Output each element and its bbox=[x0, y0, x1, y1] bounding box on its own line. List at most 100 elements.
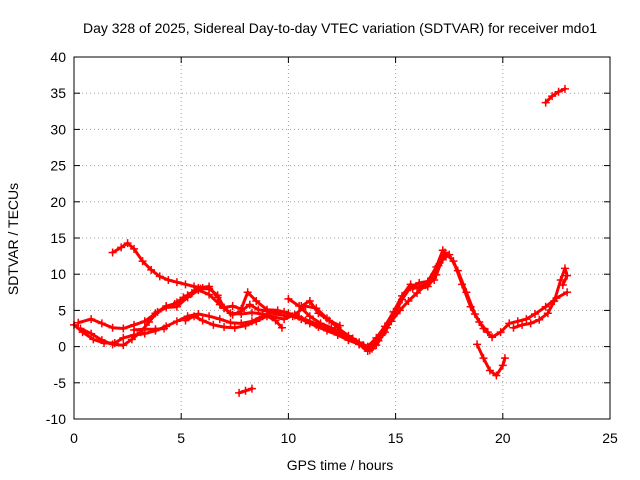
data-point bbox=[505, 319, 514, 328]
x-tick-label: 25 bbox=[602, 430, 618, 446]
data-point bbox=[271, 316, 280, 325]
data-point bbox=[348, 334, 357, 343]
data-point bbox=[190, 282, 199, 291]
data-point bbox=[449, 257, 458, 266]
data-point bbox=[190, 312, 199, 321]
series-line bbox=[544, 87, 567, 105]
data-point bbox=[198, 283, 207, 292]
data-point bbox=[483, 328, 492, 337]
data-point bbox=[119, 324, 128, 333]
data-point bbox=[226, 318, 235, 327]
data-point bbox=[97, 336, 106, 345]
data-point bbox=[563, 288, 572, 297]
data-point bbox=[458, 280, 467, 289]
data-point bbox=[327, 323, 336, 332]
x-tick-label: 20 bbox=[495, 430, 511, 446]
data-point bbox=[305, 312, 314, 321]
data-point bbox=[172, 317, 181, 326]
data-point bbox=[273, 306, 282, 315]
y-tick-label: 25 bbox=[50, 158, 66, 174]
data-point bbox=[213, 293, 222, 302]
y-tick-label: 10 bbox=[50, 266, 66, 282]
data-point bbox=[205, 312, 214, 321]
data-point bbox=[383, 323, 392, 332]
series-s12 bbox=[509, 264, 572, 332]
data-point bbox=[205, 282, 214, 291]
data-point bbox=[108, 323, 117, 332]
data-point bbox=[138, 257, 147, 266]
data-point bbox=[130, 325, 139, 334]
data-point bbox=[119, 341, 128, 350]
data-point bbox=[254, 305, 263, 314]
series-s13 bbox=[235, 384, 256, 397]
series-s03 bbox=[76, 246, 447, 355]
data-point bbox=[172, 298, 181, 307]
data-point bbox=[108, 340, 117, 349]
data-point bbox=[530, 310, 539, 319]
data-point bbox=[97, 319, 106, 328]
y-tick-label: -5 bbox=[54, 375, 67, 391]
data-point bbox=[338, 329, 346, 338]
series-s09 bbox=[130, 324, 169, 334]
data-point bbox=[522, 315, 531, 324]
data-point bbox=[560, 264, 569, 273]
data-point bbox=[172, 278, 181, 287]
series-s08 bbox=[108, 239, 207, 292]
data-point bbox=[198, 316, 207, 325]
data-point bbox=[247, 384, 256, 393]
data-point bbox=[535, 315, 544, 324]
data-point bbox=[492, 371, 501, 380]
data-point bbox=[160, 324, 169, 333]
series-s07 bbox=[297, 296, 344, 330]
data-point bbox=[408, 284, 417, 293]
data-point bbox=[119, 333, 128, 342]
data-point bbox=[513, 317, 522, 326]
data-point bbox=[419, 281, 428, 290]
series-s14 bbox=[541, 84, 569, 107]
y-tick-label: 35 bbox=[50, 85, 66, 101]
series-s11 bbox=[473, 340, 509, 380]
data-point bbox=[252, 317, 261, 326]
data-point bbox=[314, 309, 323, 318]
data-point bbox=[243, 288, 252, 297]
x-tick-label: 0 bbox=[70, 430, 78, 446]
data-point bbox=[284, 294, 293, 303]
data-point bbox=[241, 386, 250, 395]
data-point bbox=[228, 302, 237, 311]
data-point bbox=[368, 344, 377, 353]
data-point bbox=[215, 315, 224, 324]
data-point bbox=[89, 335, 98, 344]
data-point bbox=[488, 333, 497, 342]
y-tick-label: 0 bbox=[58, 339, 66, 355]
data-point bbox=[438, 246, 447, 255]
grid-lines bbox=[74, 57, 610, 419]
data-point bbox=[155, 272, 164, 281]
y-tick-label: 40 bbox=[50, 49, 66, 65]
data-point bbox=[153, 307, 162, 316]
data-point bbox=[543, 309, 552, 318]
data-point bbox=[262, 312, 271, 321]
data-point bbox=[496, 328, 505, 337]
data-point bbox=[475, 317, 484, 326]
data-point bbox=[325, 316, 334, 325]
data-point bbox=[404, 296, 413, 305]
data-point bbox=[237, 304, 246, 313]
data-point bbox=[434, 261, 443, 270]
data-point bbox=[151, 325, 160, 334]
data-point bbox=[108, 248, 117, 257]
data-point bbox=[548, 92, 557, 101]
data-point bbox=[127, 335, 136, 344]
series-line bbox=[411, 264, 440, 291]
data-point bbox=[252, 296, 261, 305]
data-point bbox=[87, 315, 96, 324]
data-point bbox=[541, 302, 550, 311]
data-point bbox=[473, 340, 482, 349]
y-tick-label: 15 bbox=[50, 230, 66, 246]
y-tick-label: 20 bbox=[50, 194, 66, 210]
series-line bbox=[111, 241, 205, 290]
y-tick-label: 5 bbox=[58, 302, 66, 318]
x-axis-ticks: 0 5 10 15 20 25 bbox=[70, 57, 618, 446]
data-point bbox=[526, 319, 535, 328]
data-point bbox=[485, 366, 494, 375]
